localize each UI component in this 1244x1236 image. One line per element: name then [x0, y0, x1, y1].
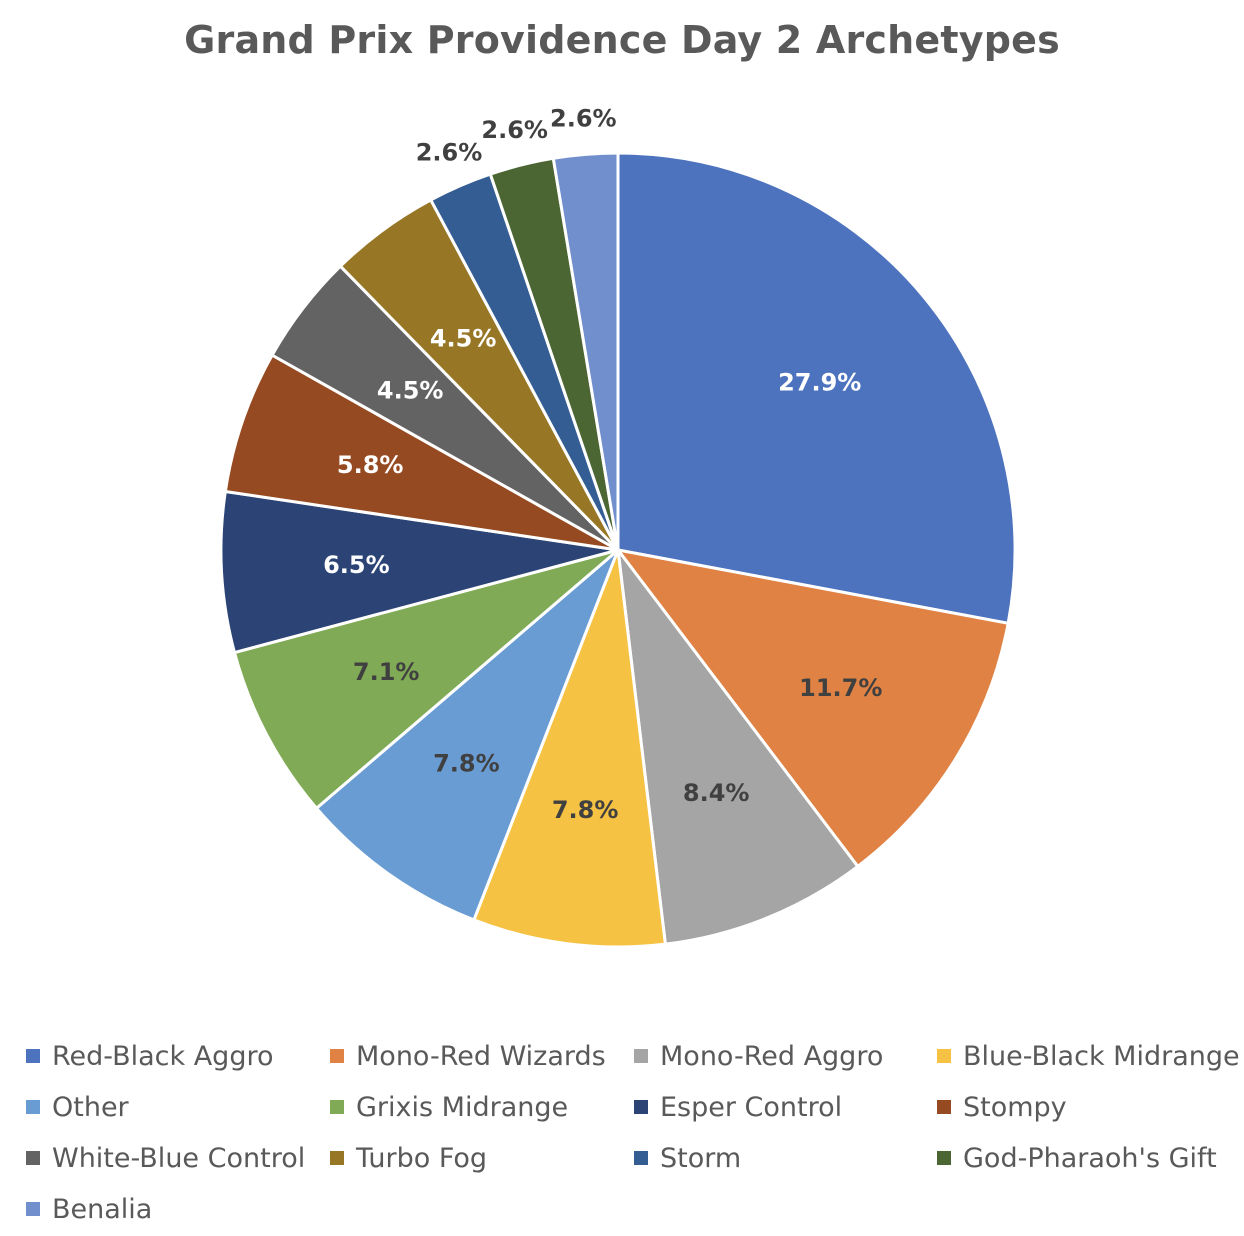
data-label-grixis-midrange: 7.1% — [353, 658, 420, 686]
legend-swatch — [330, 1151, 344, 1165]
legend-swatch — [634, 1049, 648, 1063]
data-label-benalia: 2.6% — [550, 105, 617, 133]
legend-swatch — [26, 1151, 40, 1165]
legend-label: Mono-Red Wizards — [356, 1040, 606, 1072]
legend-label: Mono-Red Aggro — [660, 1040, 884, 1072]
pie-slice-mono-red-aggro — [616, 548, 860, 946]
pie-slice-mono-red-wizards — [616, 548, 1010, 868]
data-label-white-blue-control: 4.5% — [377, 376, 444, 404]
legend-label: Stompy — [963, 1091, 1067, 1123]
legend-label: Esper Control — [660, 1091, 843, 1123]
legend-swatch — [330, 1100, 344, 1114]
legend-swatch — [26, 1049, 40, 1063]
pie-slice-esper-control — [219, 489, 620, 655]
legend-item-mono-red-wizards[interactable]: Mono-Red Wizards — [330, 1036, 606, 1076]
pie-slice-red-black-aggro — [616, 151, 1017, 625]
legend-item-white-blue-control[interactable]: White-Blue Control — [26, 1138, 305, 1178]
pie-slice-grixis-midrange — [232, 548, 620, 810]
legend-item-storm[interactable]: Storm — [634, 1138, 741, 1178]
legend-label: Grixis Midrange — [356, 1091, 569, 1123]
legend-item-other[interactable]: Other — [26, 1087, 129, 1127]
legend-label: Other — [52, 1091, 129, 1123]
pie-slice-other — [314, 548, 620, 922]
legend-label: Turbo Fog — [356, 1142, 488, 1174]
legend-label: Benalia — [52, 1193, 153, 1225]
legend-swatch — [937, 1049, 951, 1063]
legend-item-esper-control[interactable]: Esper Control — [634, 1087, 842, 1127]
pie-chart: 27.9% 11.7% 8.4% 7.8% 7.8% 7.1% 6.5% 5.8% 4.5% 4.… — [219, 105, 1017, 949]
legend-swatch — [634, 1151, 648, 1165]
legend-item-turbo-fog[interactable]: Turbo Fog — [330, 1138, 487, 1178]
legend-swatch — [634, 1100, 648, 1114]
pie-slices — [219, 151, 1017, 949]
legend-label: White-Blue Control — [52, 1142, 306, 1174]
legend-swatch — [937, 1151, 951, 1165]
data-label-god-pharaoh-s-gift: 2.6% — [481, 116, 548, 144]
legend-swatch — [937, 1100, 951, 1114]
data-label-storm: 2.6% — [416, 138, 483, 166]
data-label-stompy: 5.8% — [337, 451, 404, 479]
legend-swatch — [330, 1049, 344, 1063]
pie-data-labels: 27.9% 11.7% 8.4% 7.8% 7.8% 7.1% 6.5% 5.8% 4.5% 4.… — [323, 105, 882, 824]
legend-item-mono-red-aggro[interactable]: Mono-Red Aggro — [634, 1036, 883, 1076]
data-label-other: 7.8% — [433, 750, 500, 778]
legend-label: Red-Black Aggro — [52, 1040, 274, 1072]
legend-label: God-Pharaoh's Gift — [963, 1142, 1217, 1174]
data-label-red-black-aggro: 27.9% — [778, 369, 861, 397]
chart-title: Grand Prix Providence Day 2 Archetypes — [184, 18, 1060, 62]
legend-item-god-pharaoh-s-gift[interactable]: God-Pharaoh's Gift — [937, 1138, 1217, 1178]
legend-item-red-black-aggro[interactable]: Red-Black Aggro — [26, 1036, 273, 1076]
legend-item-blue-black-midrange[interactable]: Blue-Black Midrange — [937, 1036, 1240, 1076]
legend-label: Blue-Black Midrange — [963, 1040, 1240, 1072]
legend-swatch — [26, 1202, 40, 1216]
pie-slice-blue-black-midrange — [472, 548, 667, 949]
legend-item-stompy[interactable]: Stompy — [937, 1087, 1067, 1127]
data-label-esper-control: 6.5% — [323, 551, 390, 579]
pie-slice-stompy — [223, 353, 620, 552]
data-label-mono-red-aggro: 8.4% — [683, 779, 750, 807]
data-label-turbo-fog: 4.5% — [430, 325, 497, 353]
legend-item-grixis-midrange[interactable]: Grixis Midrange — [330, 1087, 568, 1127]
data-label-blue-black-midrange: 7.8% — [552, 796, 619, 824]
pie-slice-benalia — [551, 151, 620, 552]
legend-swatch — [26, 1100, 40, 1114]
legend-item-benalia[interactable]: Benalia — [26, 1189, 152, 1229]
legend-label: Storm — [660, 1142, 742, 1174]
data-label-mono-red-wizards: 11.7% — [799, 674, 882, 702]
